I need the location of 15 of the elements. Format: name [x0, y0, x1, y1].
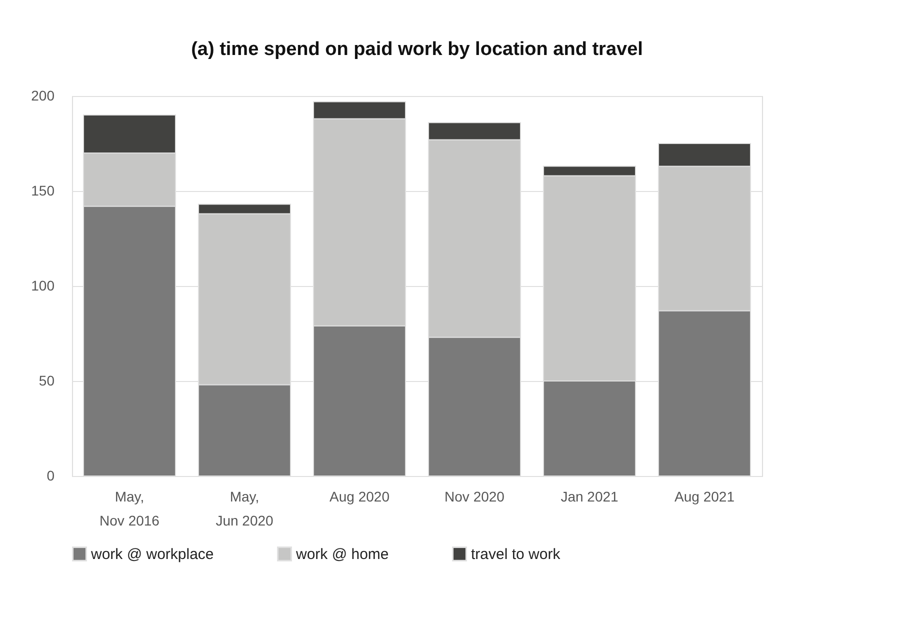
legend-label: work @ home: [295, 546, 389, 563]
x-tick-label: Jan 2021: [560, 488, 619, 504]
x-tick-label: Aug 2021: [674, 488, 735, 504]
legend-label: travel to work: [471, 546, 561, 563]
y-tick-label: 0: [46, 468, 55, 484]
y-tick-label: 50: [38, 372, 55, 388]
x-tick-label: Aug 2020: [330, 488, 390, 504]
y-tick-label: 200: [31, 88, 55, 104]
x-tick-label: Nov 2020: [444, 488, 505, 504]
y-tick-label: 150: [31, 182, 55, 198]
x-tick-label: May, Jun 2020: [216, 488, 274, 528]
y-tick-label: 100: [31, 278, 55, 294]
chart-title: (a) time spend on paid work by location and travel: [191, 39, 643, 60]
x-tick-label: May, Nov 2016: [100, 488, 160, 528]
legend-label: work @ workplace: [90, 546, 214, 563]
